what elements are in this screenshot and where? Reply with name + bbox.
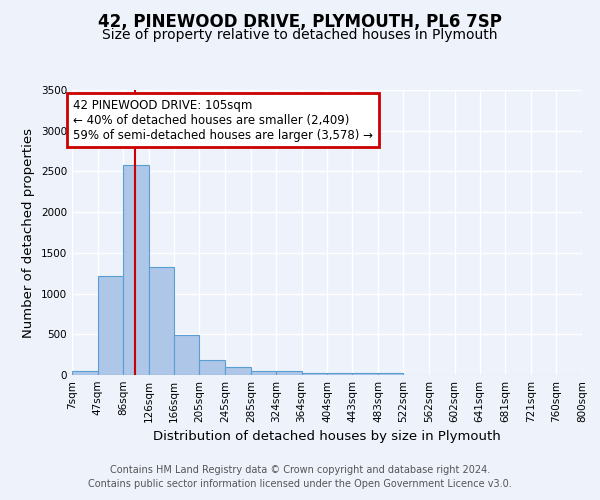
Bar xyxy=(98,276,123,375)
Bar xyxy=(174,335,199,375)
Bar xyxy=(352,372,378,375)
Bar xyxy=(251,371,276,375)
Text: Size of property relative to detached houses in Plymouth: Size of property relative to detached ho… xyxy=(102,28,498,42)
Text: 42, PINEWOOD DRIVE, PLYMOUTH, PL6 7SP: 42, PINEWOOD DRIVE, PLYMOUTH, PL6 7SP xyxy=(98,12,502,30)
Bar xyxy=(149,266,174,375)
Bar xyxy=(276,372,302,375)
Bar xyxy=(378,372,403,375)
X-axis label: Distribution of detached houses by size in Plymouth: Distribution of detached houses by size … xyxy=(153,430,501,444)
Bar xyxy=(72,371,98,375)
Y-axis label: Number of detached properties: Number of detached properties xyxy=(22,128,35,338)
Bar xyxy=(225,367,251,375)
Text: Contains HM Land Registry data © Crown copyright and database right 2024.
Contai: Contains HM Land Registry data © Crown c… xyxy=(88,465,512,489)
Bar xyxy=(199,360,225,375)
Bar xyxy=(328,372,352,375)
Bar xyxy=(123,165,149,375)
Bar xyxy=(302,372,328,375)
Text: 42 PINEWOOD DRIVE: 105sqm
← 40% of detached houses are smaller (2,409)
59% of se: 42 PINEWOOD DRIVE: 105sqm ← 40% of detac… xyxy=(73,98,373,142)
